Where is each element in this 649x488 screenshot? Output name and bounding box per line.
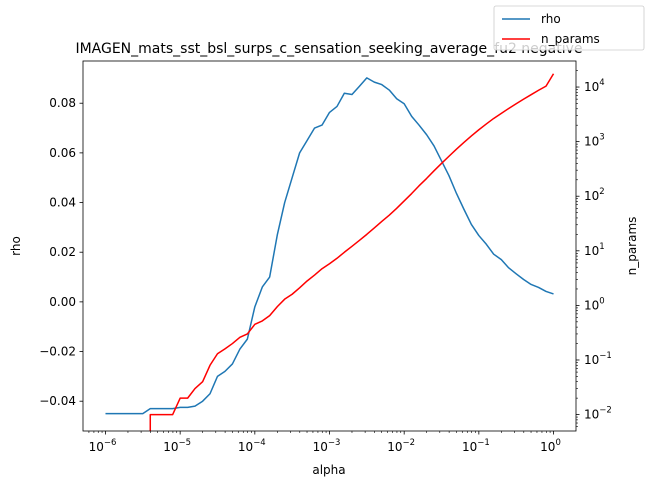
plot-frame — [82, 60, 577, 432]
legend-label-rho: rho — [541, 12, 561, 26]
x-tick-label: 10−3 — [313, 438, 341, 454]
y-tick-label: 0.08 — [49, 96, 76, 110]
y-axis-label: rho — [9, 236, 23, 256]
y-tick-label: 0.06 — [49, 146, 76, 160]
y2-tick-label: 104 — [584, 78, 605, 94]
y-tick-label: −0.04 — [39, 394, 76, 408]
y2-tick-label: 102 — [584, 187, 605, 203]
x-axis-label: alpha — [312, 463, 345, 477]
series-lines — [105, 73, 555, 431]
series-line-n-params — [149, 73, 555, 431]
y2-tick-label: 103 — [584, 133, 605, 149]
x-tick-label: 10−5 — [163, 438, 191, 454]
y-tick-label: −0.02 — [39, 345, 76, 359]
y-tick-label: 0.00 — [49, 295, 76, 309]
y2-tick-label: 10−2 — [584, 406, 612, 422]
y2-tick-label: 10−1 — [584, 351, 612, 367]
x-tick-label: 10−2 — [387, 438, 415, 454]
x-axis-ticks: 10−6 10−5 10−4 10−3 10−2 10−1 100 — [89, 431, 561, 454]
y2-axis-label: n_params — [625, 217, 639, 276]
y2-tick-label: 100 — [584, 296, 605, 312]
x-tick-label: 10−6 — [89, 438, 117, 454]
y-tick-label: 0.02 — [49, 245, 76, 259]
legend-frame — [493, 5, 645, 51]
legend-label-n-params: n_params — [541, 32, 600, 46]
x-tick-label: 10−4 — [238, 438, 266, 454]
y-axis-ticks: −0.04 −0.02 0.00 0.02 0.04 0.06 0.08 — [39, 96, 83, 408]
x-tick-label: 100 — [540, 438, 561, 454]
y2-tick-label: 101 — [584, 242, 605, 258]
y2-axis-ticks: 10−2 10−1 100 101 102 103 104 — [576, 70, 612, 427]
series-line-rho — [105, 77, 554, 415]
legend: rho n_params — [493, 5, 645, 51]
chart-title: IMAGEN_mats_sst_bsl_surps_c_sensation_se… — [75, 41, 582, 57]
y-tick-label: 0.04 — [49, 196, 76, 210]
x-tick-label: 10−1 — [462, 438, 490, 454]
